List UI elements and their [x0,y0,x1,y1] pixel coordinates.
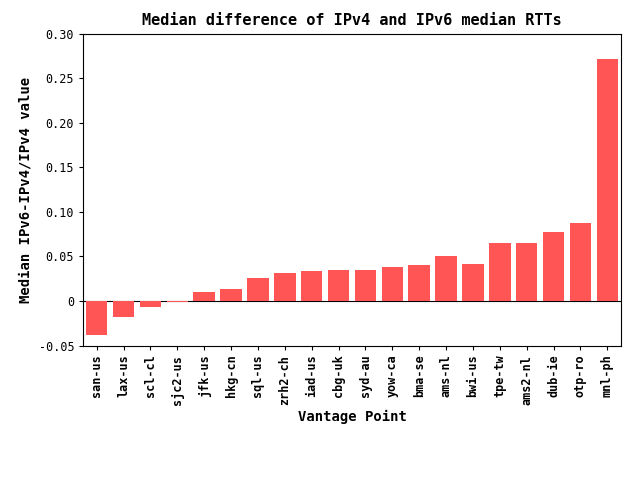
Bar [193,292,215,301]
Bar [381,267,403,301]
Bar [328,270,349,301]
Bar [220,289,242,301]
Bar [86,301,108,335]
Y-axis label: Median IPv6-IPv4/IPv4 value: Median IPv6-IPv4/IPv4 value [19,76,33,303]
X-axis label: Vantage Point: Vantage Point [298,410,406,424]
Bar [274,274,296,301]
Bar [489,243,511,301]
Title: Median difference of IPv4 and IPv6 median RTTs: Median difference of IPv4 and IPv6 media… [142,13,562,28]
Bar [543,232,564,301]
Bar [166,301,188,302]
Bar [355,270,376,301]
Bar [140,301,161,307]
Bar [247,278,269,301]
Bar [408,265,430,301]
Bar [516,243,538,301]
Bar [435,256,457,301]
Bar [570,223,591,301]
Bar [301,271,323,301]
Bar [113,301,134,317]
Bar [596,59,618,301]
Bar [462,264,484,301]
